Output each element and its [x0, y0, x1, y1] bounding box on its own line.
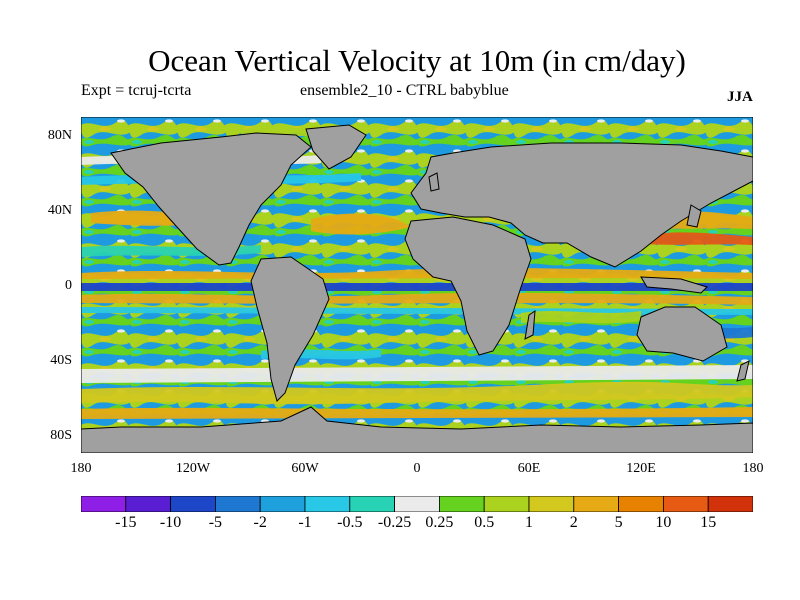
indonesia [640, 276, 708, 294]
colorbar-tick-label: -0.25 [377, 514, 412, 531]
lon-label-120e: 120E [626, 461, 656, 476]
landmasses [81, 124, 753, 453]
colorbar-swatch [304, 496, 351, 512]
colorbar-swatch [349, 496, 395, 512]
colorbar-tick-label: 10 [655, 514, 672, 531]
lat-label-80s: 80S [50, 428, 72, 443]
antarctica [81, 406, 753, 453]
colorbar-tick-label: 0.25 [425, 514, 454, 531]
colorbar-swatch [170, 496, 216, 512]
colorbar-tick-label: -2 [253, 514, 267, 531]
north-america [110, 132, 312, 266]
colorbar-tick-label: 1 [525, 514, 533, 531]
colorbar-tick-label: 2 [569, 514, 578, 531]
colorbar-swatch [81, 496, 127, 512]
colorbar-tick-label: 5 [614, 514, 623, 531]
colorbar-tick-label: 15 [700, 514, 717, 531]
colorbar-swatch [259, 496, 306, 512]
experiment-label: Expt = tcruj-tcrta [81, 82, 192, 99]
colorbar-swatch [528, 496, 575, 512]
new-zealand [736, 360, 750, 382]
colorbar-swatch [483, 496, 530, 512]
australia [636, 306, 728, 362]
lon-label-120w: 120W [175, 461, 211, 476]
colorbar-tick-label: -5 [208, 514, 223, 531]
plot-title: Ocean Vertical Velocity at 10m (in cm/da… [148, 43, 686, 78]
lon-label-180e: 180 [742, 461, 764, 476]
colorbar-tick-label: -15 [115, 514, 137, 531]
lat-label-80n: 80N [47, 128, 72, 143]
colorbar-swatch [707, 496, 753, 512]
season-label: JJA [727, 89, 753, 105]
lat-label-40s: 40S [50, 353, 72, 368]
eurasia [410, 142, 753, 268]
lat-label-40n: 40N [47, 203, 72, 218]
africa [404, 216, 532, 356]
colorbar-swatch [618, 496, 664, 512]
world-map [81, 117, 753, 453]
colorbar-swatch [394, 496, 440, 512]
greenland [305, 124, 367, 170]
japan [686, 204, 702, 228]
lon-label-60w: 60W [291, 461, 319, 476]
ensemble-label: ensemble2_10 - CTRL babyblue [300, 82, 509, 99]
uk [428, 172, 440, 192]
colorbar-swatch [573, 496, 619, 512]
lon-label-60e: 60E [517, 461, 541, 476]
colorbar [81, 496, 753, 512]
south-america [250, 256, 330, 402]
colorbar-swatch [438, 496, 485, 512]
colorbar-tick-label: -10 [159, 514, 182, 531]
lon-label-180w: 180 [70, 461, 92, 476]
colorbar-tick-label: 0.5 [474, 514, 495, 531]
madagascar [524, 310, 536, 340]
colorbar-tick-label: -0.5 [337, 514, 363, 531]
colorbar-tick-label: -1 [298, 514, 312, 531]
lon-label-0: 0 [413, 461, 421, 476]
colorbar-swatch [125, 496, 171, 512]
lat-label-equator: 0 [65, 278, 72, 293]
colorbar-swatch [214, 496, 261, 512]
colorbar-swatch [663, 496, 709, 512]
